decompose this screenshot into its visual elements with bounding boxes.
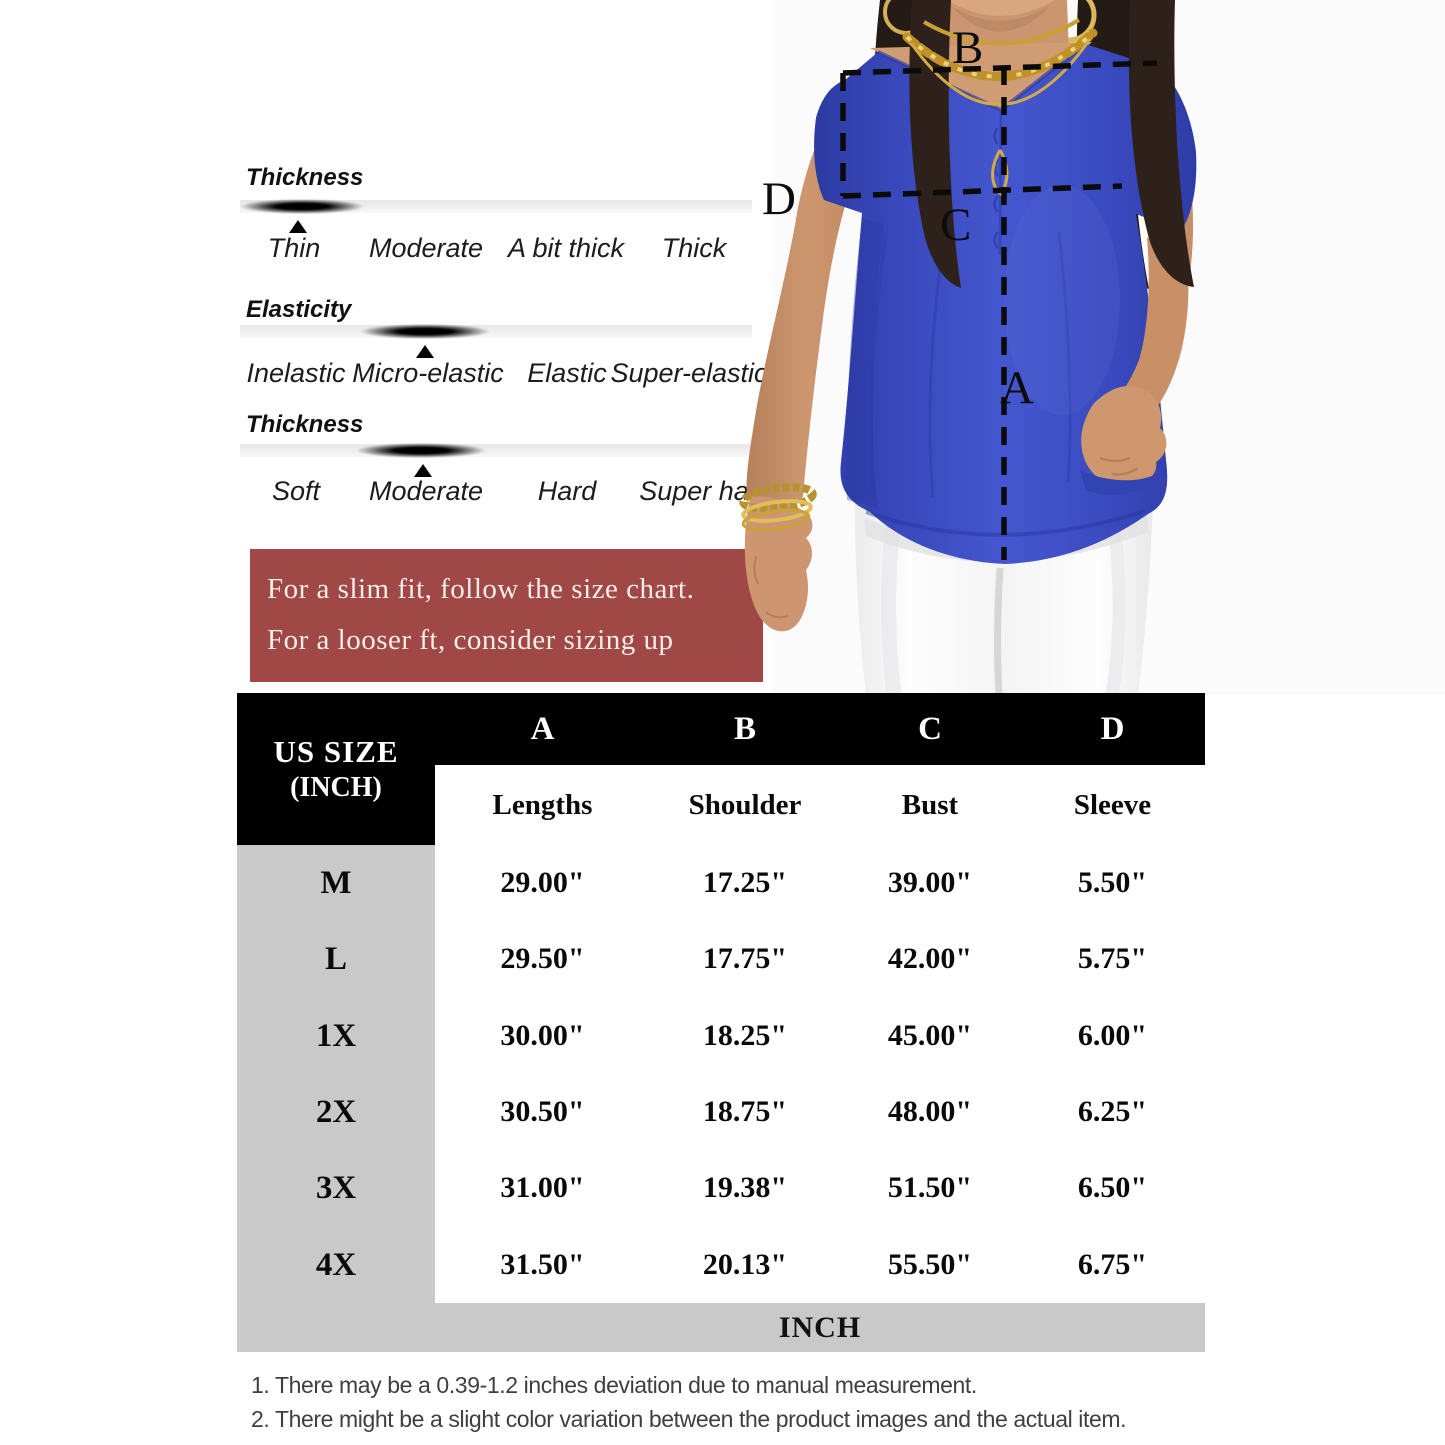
scale-level-indicator bbox=[356, 443, 486, 458]
scale-track-thickness bbox=[240, 199, 752, 214]
letter-header: A bbox=[530, 710, 555, 747]
measure-header: Bust bbox=[901, 788, 959, 821]
table-row: L 29.50" 17.75" 42.00" 5.75" bbox=[237, 921, 1205, 997]
value-cell: 55.50" bbox=[887, 1248, 973, 1281]
model-photo: B D C A bbox=[739, 0, 1445, 695]
value-cell: 18.25" bbox=[702, 1019, 788, 1052]
scale-option: A bit thick bbox=[507, 233, 625, 263]
model-left-arm bbox=[746, 100, 855, 507]
scale-track-elasticity bbox=[240, 324, 752, 339]
letter-header: C bbox=[918, 710, 942, 747]
size-label: 2X bbox=[315, 1093, 357, 1130]
table-row: 2X 30.50" 18.75" 48.00" 6.25" bbox=[237, 1074, 1205, 1150]
scale-level-indicator bbox=[360, 324, 490, 339]
measure-header: Lengths bbox=[492, 788, 593, 821]
value-cell: 48.00" bbox=[887, 1095, 973, 1128]
fit-advice-line1: For a slim fit, follow the size chart. bbox=[267, 573, 695, 605]
unit-label: INCH bbox=[778, 1310, 862, 1344]
label-length-A: A bbox=[1000, 362, 1034, 414]
scale-option: Moderate bbox=[368, 233, 484, 263]
size-label: M bbox=[320, 864, 352, 901]
letter-header-row: A B C D bbox=[435, 693, 1205, 765]
bust-measure-line bbox=[842, 183, 1123, 199]
value-cell: 5.50" bbox=[1077, 866, 1148, 899]
measurement-lines bbox=[840, 60, 1158, 560]
size-label-column bbox=[237, 845, 435, 1352]
footnote-1: 1. There may be a 0.39-1.2 inches deviat… bbox=[251, 1372, 977, 1398]
measurement-letters: B D C A bbox=[762, 22, 1034, 414]
size-label: L bbox=[324, 940, 347, 977]
value-cell: 18.75" bbox=[702, 1095, 788, 1128]
footnote-2: 2. There might be a slight color variati… bbox=[251, 1406, 1127, 1432]
value-cell: 39.00" bbox=[887, 866, 973, 899]
letter-header: D bbox=[1100, 710, 1125, 747]
value-cell: 45.00" bbox=[887, 1019, 973, 1052]
marker-triangle-icon bbox=[289, 220, 307, 233]
size-label: 1X bbox=[315, 1017, 357, 1054]
table-row: M 29.00" 17.25" 39.00" 5.50" bbox=[237, 845, 1205, 921]
scale-option: Micro-elastic bbox=[352, 358, 504, 388]
scale-option: Thin bbox=[267, 233, 321, 263]
corner-subtitle: (INCH) bbox=[290, 772, 382, 803]
table-row: 4X 31.50" 20.13" 55.50" 6.75" bbox=[237, 1227, 1205, 1303]
bracelet-icons bbox=[739, 483, 817, 532]
value-cell: 6.50" bbox=[1077, 1171, 1148, 1204]
measure-header-row: Lengths Shoulder Bust Sleeve bbox=[435, 765, 1205, 845]
value-cell: 6.75" bbox=[1077, 1248, 1148, 1281]
table-row: 3X 31.00" 19.38" 51.50" 6.50" bbox=[237, 1150, 1205, 1226]
value-cell: 29.00" bbox=[500, 866, 585, 899]
value-cell: 19.38" bbox=[702, 1171, 788, 1204]
label-sleeve-D: D bbox=[762, 173, 796, 225]
fit-advice-line2: For a looser ft, consider sizing up bbox=[267, 624, 674, 656]
scale-option: Super-elastic bbox=[610, 358, 768, 388]
unit-strip: INCH bbox=[435, 1303, 1205, 1352]
value-cell: 6.25" bbox=[1077, 1095, 1148, 1128]
value-cell: 6.00" bbox=[1077, 1019, 1148, 1052]
size-label: 4X bbox=[315, 1246, 357, 1283]
table-row: 1X 30.00" 18.25" 45.00" 6.00" bbox=[237, 998, 1205, 1074]
value-cell: 30.00" bbox=[500, 1019, 585, 1052]
scale-title-thickness: Thickness bbox=[246, 164, 364, 191]
scale-level-indicator bbox=[240, 199, 364, 214]
marker-triangle-icon bbox=[414, 464, 432, 477]
size-label: 3X bbox=[315, 1169, 357, 1206]
table-corner-cell: US SIZE (INCH) bbox=[237, 693, 435, 845]
value-cell: 31.50" bbox=[500, 1248, 585, 1281]
value-cell: 31.00" bbox=[500, 1171, 585, 1204]
value-cell: 29.50" bbox=[500, 942, 585, 975]
letter-header: B bbox=[733, 710, 756, 747]
value-cell: 17.75" bbox=[702, 942, 788, 975]
scale-title-hand-feel: Thickness bbox=[246, 411, 364, 438]
value-cell: 5.75" bbox=[1077, 942, 1148, 975]
scale-track-hand-feel bbox=[240, 443, 752, 458]
value-cell: 20.13" bbox=[702, 1248, 788, 1281]
value-cell: 30.50" bbox=[500, 1095, 585, 1128]
model-right-forearm-hand bbox=[1080, 228, 1189, 495]
fit-advice-box: For a slim fit, follow the size chart. F… bbox=[250, 549, 763, 682]
value-cell: 42.00" bbox=[887, 942, 973, 975]
measure-header: Sleeve bbox=[1073, 788, 1152, 821]
label-shoulder-B: B bbox=[952, 22, 983, 74]
scale-option: Thick bbox=[661, 233, 727, 263]
measure-header: Shoulder bbox=[688, 788, 802, 821]
scale-option: Inelastic bbox=[246, 358, 346, 388]
scale-title-elasticity: Elasticity bbox=[246, 296, 352, 323]
value-cell: 51.50" bbox=[887, 1171, 973, 1204]
label-bust-C: C bbox=[940, 199, 971, 251]
value-cell: 17.25" bbox=[702, 866, 788, 899]
scale-option: Moderate bbox=[368, 476, 484, 506]
scale-option: Super ha bbox=[639, 476, 749, 506]
scale-option: Soft bbox=[271, 476, 321, 506]
corner-title: US SIZE bbox=[273, 734, 399, 769]
scale-option: Hard bbox=[537, 476, 597, 506]
scale-option: Elastic bbox=[527, 358, 607, 388]
marker-triangle-icon bbox=[416, 345, 434, 358]
shoulder-measure-line bbox=[842, 60, 1158, 76]
